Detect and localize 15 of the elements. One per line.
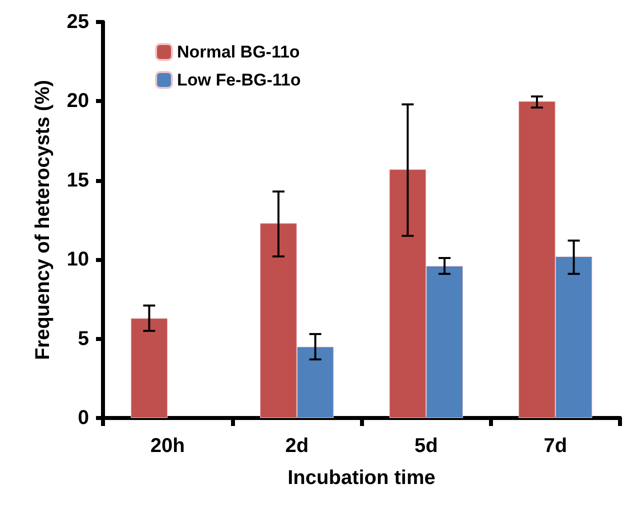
x-axis-title: Incubation time — [288, 467, 436, 489]
y-tick-label: 10 — [66, 248, 89, 271]
bar — [130, 318, 168, 418]
x-tick-label: 7d — [544, 435, 568, 457]
y-axis-title: Frequency of heterocysts (%) — [32, 80, 54, 360]
y-tick-label: 5 — [78, 328, 89, 350]
x-tick-label: 5d — [414, 435, 438, 457]
x-tick-label: 20h — [150, 435, 185, 457]
legend-label: Low Fe-BG-11o — [177, 70, 301, 90]
y-tick-label: 15 — [66, 169, 89, 192]
legend-label: Normal BG-11o — [177, 42, 300, 62]
y-tick-label: 0 — [78, 407, 89, 429]
y-tick-label: 25 — [66, 11, 89, 33]
x-tick-label: 2d — [285, 435, 309, 457]
y-tick-label: 20 — [66, 90, 89, 112]
